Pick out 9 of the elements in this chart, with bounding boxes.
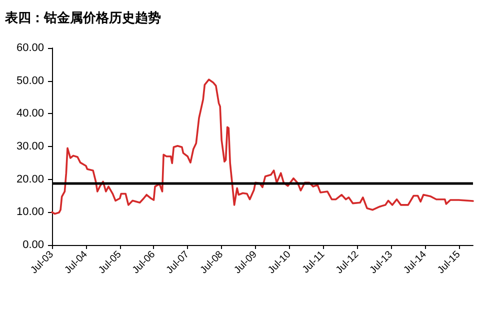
y-tick-label: 50.00 xyxy=(16,74,44,87)
line-series xyxy=(51,78,474,215)
y-tick-label: 20.00 xyxy=(16,173,44,186)
y-tick-label: 60.00 xyxy=(16,42,44,54)
y-tick-label: 30.00 xyxy=(16,140,44,152)
y-tick-label: 40.00 xyxy=(16,108,44,120)
y-tick-label: 0.00 xyxy=(22,239,44,251)
y-tick-label: 10.00 xyxy=(16,206,44,218)
chart-title: 表四：钴金属价格历史趋势 xyxy=(4,10,161,25)
